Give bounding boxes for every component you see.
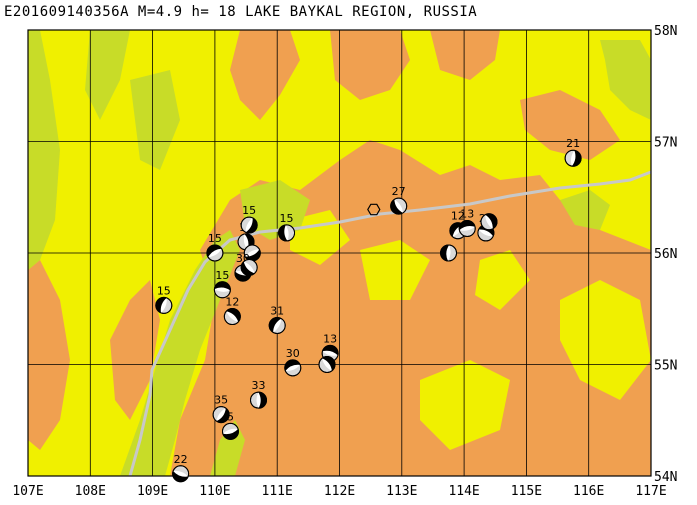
beachball-icon [278, 224, 296, 242]
focal-mechanism [318, 356, 336, 373]
focal-mechanism: 15 [206, 232, 224, 262]
focal-mechanism: 22 [172, 453, 190, 483]
beachball-icon [480, 213, 498, 231]
beachball-icon [223, 308, 241, 326]
depth-label: 30 [286, 347, 300, 360]
beachball-icon [155, 296, 173, 314]
depth-label: 33 [252, 379, 266, 392]
focal-mechanisms: 151515121515301531301333355222712132121 [155, 137, 582, 483]
focal-mechanism: 31 [268, 304, 286, 334]
axis-tick-labels: 107E 108E 109E 110E 111E 112E 113E 114E 115E 116E… [12, 24, 677, 499]
lon-tick-label: 114E [448, 484, 479, 499]
depth-label: 12 [225, 296, 239, 309]
beachball-icon [212, 406, 230, 424]
beachball-icon [268, 316, 286, 334]
focal-mechanism [440, 244, 458, 262]
lat-tick-label: 54N [654, 470, 677, 485]
depth-label: 12 [451, 210, 465, 223]
depth-label: 15 [157, 284, 171, 297]
focal-mechanism [480, 213, 498, 231]
epicenter-marker [367, 203, 381, 216]
depth-label: 15 [208, 232, 222, 245]
depth-label: 13 [460, 207, 474, 220]
beachball-icon [284, 359, 302, 377]
depth-label: 15 [215, 269, 229, 282]
beachball-icon [172, 465, 190, 483]
beachball-icon [213, 281, 231, 299]
depth-label: 15 [280, 212, 294, 225]
lon-tick-label: 110E [199, 484, 230, 499]
depth-label: 21 [566, 137, 580, 150]
map-title: E201609140356A M=4.9 h= 18 LAKE BAYKAL R… [4, 4, 478, 20]
depth-label: 5 [227, 410, 234, 423]
beachball-icon [250, 391, 268, 409]
lon-tick-label: 107E [12, 484, 43, 499]
depth-label: 27 [392, 185, 406, 198]
fault-line [128, 170, 652, 477]
focal-mechanism: 15 [155, 284, 173, 314]
depth-label: 15 [242, 204, 256, 217]
focal-mechanism: 33 [250, 379, 268, 409]
lat-tick-label: 58N [654, 24, 677, 39]
focal-mechanism: 15 [278, 212, 296, 242]
focal-mechanism: 21 [564, 137, 582, 167]
lat-tick-label: 56N [654, 247, 677, 262]
focal-mechanism: 30 [284, 347, 302, 377]
lon-tick-label: 109E [137, 484, 168, 499]
depth-label: 22 [174, 453, 188, 466]
focal-mechanism: 12 [223, 296, 241, 326]
beachball-icon [206, 244, 224, 262]
focal-mechanism: 27 [390, 185, 408, 215]
depth-label: 31 [270, 304, 284, 317]
depth-label: 13 [323, 332, 337, 345]
focal-mechanism: 5 [221, 410, 239, 440]
beachball-icon [390, 197, 408, 215]
beachball-icon [240, 258, 258, 276]
beachball-icon [458, 219, 476, 237]
lon-tick-label: 117E [635, 484, 666, 499]
lon-tick-label: 115E [511, 484, 542, 499]
focal-mechanism: 15 [240, 204, 258, 234]
lon-tick-label: 108E [75, 484, 106, 499]
lon-tick-label: 113E [386, 484, 417, 499]
beachball-icon [221, 422, 239, 440]
graticule [28, 30, 651, 476]
beachball-icon [318, 356, 336, 373]
beachball-icon [564, 149, 582, 167]
lon-tick-label: 116E [573, 484, 604, 499]
focal-mechanism: 15 [213, 269, 231, 299]
focal-mechanism: 35 [212, 394, 230, 424]
beachball-icon [240, 216, 258, 234]
focal-mechanism: 13 [458, 207, 476, 237]
focal-mechanism [240, 258, 258, 276]
lon-tick-label: 111E [262, 484, 293, 499]
lat-tick-label: 57N [654, 136, 677, 151]
lat-tick-label: 55N [654, 359, 677, 374]
hexagon-epicenter-icon [367, 203, 381, 216]
beachball-icon [440, 244, 458, 262]
map-frame [27, 29, 652, 477]
depth-label: 35 [214, 394, 228, 407]
lon-tick-label: 112E [324, 484, 355, 499]
